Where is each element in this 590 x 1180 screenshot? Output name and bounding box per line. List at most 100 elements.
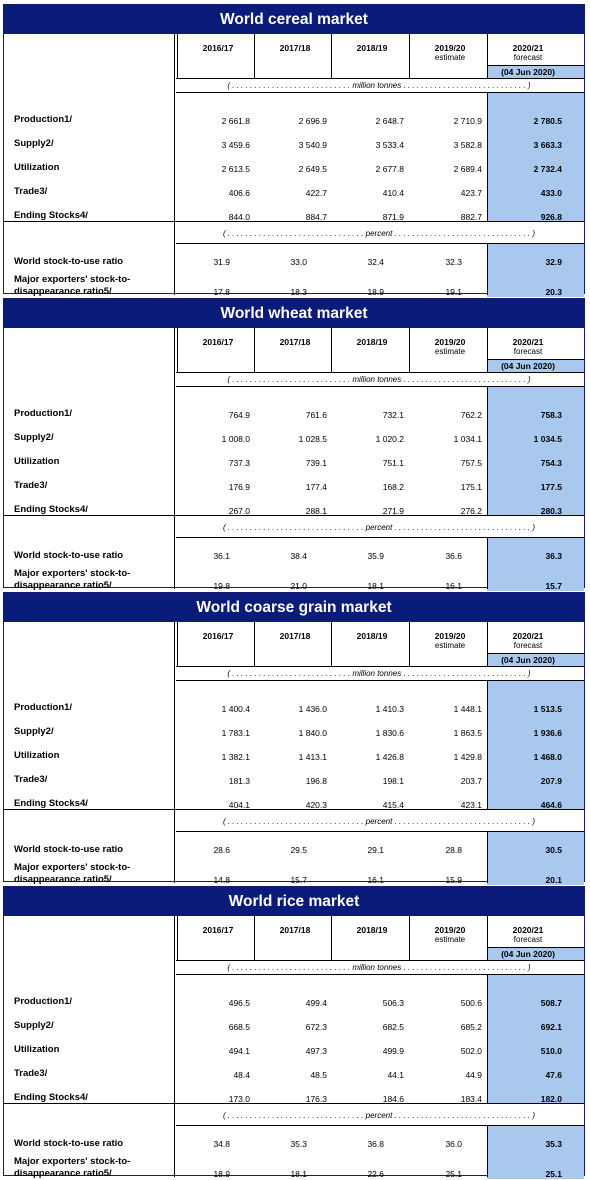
cell-value: 31.9	[213, 257, 230, 267]
header-divider	[176, 666, 584, 667]
cell-value: 3 582.8	[453, 140, 482, 150]
cell-value: 1 783.1	[221, 728, 250, 738]
forecast-ratio-highlight	[487, 1126, 584, 1179]
row-label-stocks: Ending Stocks4/	[14, 504, 88, 515]
unit-million-tonnes: ( . . . . . . . . . . . . . . . . . . . …	[227, 669, 531, 678]
row-label-supply: Supply2/	[14, 726, 54, 737]
cell-value: 21.0	[290, 581, 307, 591]
row-label-exporters-line1: Major exporters' stock-to-	[14, 568, 131, 579]
cell-value: 30.5	[545, 845, 562, 855]
cell-value: 1 034.5	[533, 434, 562, 444]
date-divider	[487, 653, 584, 654]
market-table: World coarse grain market 2016/17 2017/18 2…	[3, 592, 585, 885]
cell-value: 3 533.4	[375, 140, 404, 150]
section-divider	[4, 1103, 584, 1104]
column-divider	[174, 34, 175, 295]
cell-value: 1 830.6	[375, 728, 404, 738]
column-header: 2016/17	[202, 925, 234, 935]
cell-value: 499.4	[305, 998, 327, 1008]
cell-value: 422.7	[305, 188, 327, 198]
column-divider	[174, 622, 175, 883]
unit-percent: ( . . . . . . . . . . . . . . . . . . . …	[222, 229, 536, 238]
column-divider	[487, 34, 488, 78]
cell-value: 25.1	[545, 1169, 562, 1179]
cell-value: 2 649.5	[298, 164, 327, 174]
cell-value: 1 410.3	[375, 704, 404, 714]
cell-value: 35.3	[290, 1139, 307, 1149]
cell-value: 44.1	[387, 1070, 404, 1080]
forecast-ratio-highlight	[487, 244, 584, 297]
cell-value: 19.1	[445, 287, 462, 297]
cell-value: 19.8	[213, 581, 230, 591]
cell-value: 882.7	[460, 212, 482, 222]
date-divider	[487, 65, 584, 66]
cell-value: 38.4	[290, 551, 307, 561]
row-label-exporters-line2: disappearance ratio5/	[14, 874, 112, 885]
cell-value: 404.1	[228, 800, 250, 810]
unit-divider	[176, 974, 584, 975]
column-divider	[177, 328, 178, 372]
cell-value: 36.0	[445, 1139, 462, 1149]
forecast-date-highlight	[487, 359, 584, 372]
cell-value: 15.9	[445, 875, 462, 885]
cell-value: 420.3	[305, 800, 327, 810]
cell-value: 18.9	[367, 287, 384, 297]
cell-value: 182.0	[540, 1094, 562, 1104]
cell-value: 28.8	[445, 845, 462, 855]
market-title: World coarse grain market	[4, 593, 584, 622]
row-label-stocks: Ending Stocks4/	[14, 1092, 88, 1103]
cell-value: 1 936.6	[533, 728, 562, 738]
estimate-label: estimate	[434, 935, 466, 944]
forecast-divider	[487, 386, 488, 515]
cell-value: 20.1	[545, 875, 562, 885]
column-divider	[331, 328, 332, 372]
cell-value: 1 020.2	[375, 434, 404, 444]
row-label-exporters-line1: Major exporters' stock-to-	[14, 862, 131, 873]
column-header: 2018/19	[356, 925, 388, 935]
forecast-date: (04 Jun 2020)	[501, 655, 555, 665]
cell-value: 2 613.5	[221, 164, 250, 174]
cell-value: 175.1	[460, 482, 482, 492]
unit-divider	[176, 386, 584, 387]
estimate-label: estimate	[434, 347, 466, 356]
forecast-divider	[487, 974, 488, 1103]
column-header: 2016/17	[202, 337, 234, 347]
row-label-trade: Trade3/	[14, 186, 48, 197]
estimate-label: estimate	[434, 53, 466, 62]
forecast-label: forecast	[513, 53, 543, 62]
cell-value: 36.3	[545, 551, 562, 561]
cell-value: 732.1	[382, 410, 404, 420]
forecast-date-highlight	[487, 947, 584, 960]
unit-divider	[176, 680, 584, 681]
cell-value: 739.1	[305, 458, 327, 468]
cell-value: 44.9	[465, 1070, 482, 1080]
column-divider	[409, 622, 410, 666]
row-label-supply: Supply2/	[14, 138, 54, 149]
column-divider	[174, 328, 175, 589]
cell-value: 1 863.5	[453, 728, 482, 738]
forecast-values-highlight	[487, 92, 584, 221]
column-header: 2016/17	[202, 631, 234, 641]
column-divider	[487, 622, 488, 666]
forecast-date-highlight	[487, 65, 584, 78]
cell-value: 410.4	[382, 188, 404, 198]
cell-value: 32.9	[545, 257, 562, 267]
forecast-label: forecast	[513, 347, 543, 356]
column-header: 2017/18	[279, 631, 311, 641]
section-divider	[4, 809, 584, 810]
cell-value: 184.6	[382, 1094, 404, 1104]
section-divider	[4, 221, 584, 222]
column-divider	[254, 622, 255, 666]
forecast-date-highlight	[487, 653, 584, 666]
cell-value: 16.1	[445, 581, 462, 591]
cell-value: 29.1	[367, 845, 384, 855]
unit-divider	[176, 92, 584, 93]
cell-value: 2 648.7	[375, 116, 404, 126]
cell-value: 17.8	[213, 287, 230, 297]
cell-value: 176.3	[305, 1094, 327, 1104]
cell-value: 2 677.8	[375, 164, 404, 174]
row-label-exporters-line1: Major exporters' stock-to-	[14, 274, 131, 285]
table-body: 2016/17 2017/18 2018/19 2019/20 2020/21 estim…	[4, 34, 584, 297]
cell-value: 28.6	[213, 845, 230, 855]
cell-value: 3 663.3	[533, 140, 562, 150]
